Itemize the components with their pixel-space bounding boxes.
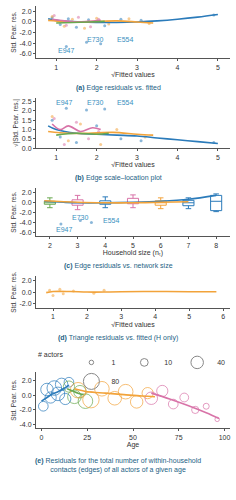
- svg-text:(d) Triangle residuals vs. fit: (d) Triangle residuals vs. fitted (H onl…: [58, 334, 178, 342]
- svg-text:0.0: 0.0: [22, 199, 32, 206]
- svg-text:5: 5: [131, 242, 135, 249]
- svg-text:3: 3: [76, 242, 80, 249]
- svg-text:Std. Pear. res.: Std. Pear. res.: [10, 11, 17, 52]
- svg-text:1: 1: [54, 154, 58, 161]
- svg-text:E554: E554: [117, 99, 133, 106]
- svg-text:7: 7: [186, 242, 190, 249]
- svg-text:4: 4: [176, 154, 180, 161]
- svg-text:4: 4: [103, 242, 107, 249]
- svg-text:75: 75: [175, 434, 183, 441]
- svg-text:25: 25: [83, 434, 91, 441]
- svg-text:8: 8: [214, 242, 218, 249]
- svg-text:-4.0: -4.0: [20, 219, 32, 226]
- svg-text:(b) Edge scale–location plot: (b) Edge scale–location plot: [75, 174, 162, 182]
- svg-text:Std. Pear. res.: Std. Pear. res.: [10, 379, 17, 420]
- svg-text:E730: E730: [72, 214, 88, 221]
- svg-text:4: 4: [176, 64, 180, 71]
- svg-text:-6.0: -6.0: [20, 229, 32, 236]
- svg-text:E730: E730: [87, 99, 103, 106]
- svg-text:2: 2: [48, 242, 52, 249]
- svg-text:-6.0: -6.0: [20, 50, 32, 57]
- svg-text:100: 100: [219, 434, 231, 441]
- svg-text:3: 3: [119, 313, 123, 320]
- svg-text:E947: E947: [58, 47, 74, 54]
- svg-text:2: 2: [85, 313, 89, 320]
- svg-text:2.0: 2.0: [22, 8, 32, 15]
- svg-text:2: 2: [95, 64, 99, 71]
- svg-text:5: 5: [187, 313, 191, 320]
- svg-text:Household size (nₜ): Household size (nₜ): [103, 249, 163, 257]
- svg-text:Std. Pear. res.: Std. Pear. res.: [10, 191, 17, 232]
- svg-text:E947: E947: [56, 226, 72, 233]
- svg-text:Std. Pear. res.: Std. Pear. res.: [10, 271, 17, 312]
- svg-text:5: 5: [216, 64, 220, 71]
- svg-text:√Fitted values: √Fitted values: [111, 161, 155, 168]
- svg-text:(e) Residuals for the total nu: (e) Residuals for the total number of wi…: [35, 457, 201, 474]
- svg-text:√Fitted values: √Fitted values: [111, 321, 155, 328]
- svg-text:Age: Age: [127, 441, 140, 449]
- svg-text:6: 6: [221, 313, 225, 320]
- svg-text:1: 1: [111, 359, 115, 366]
- svg-text:(c) Edge residuals vs. network: (c) Edge residuals vs. network size: [64, 262, 173, 270]
- svg-text:0.0: 0.0: [22, 392, 32, 399]
- svg-text:2.0: 2.0: [22, 189, 32, 196]
- svg-text:-2.0: -2.0: [20, 300, 32, 307]
- svg-text:80: 80: [111, 378, 119, 385]
- svg-text:0.0: 0.0: [22, 18, 32, 25]
- svg-text:6: 6: [159, 242, 163, 249]
- svg-text:-2.0: -2.0: [20, 209, 32, 216]
- svg-text:3: 3: [135, 154, 139, 161]
- svg-text:-4.0: -4.0: [20, 40, 32, 47]
- svg-text:0.0: 0.0: [22, 145, 32, 152]
- svg-text:50: 50: [129, 434, 137, 441]
- svg-text:0: 0: [40, 434, 44, 441]
- svg-text:1.0: 1.0: [22, 126, 32, 133]
- svg-text:4: 4: [153, 313, 157, 320]
- svg-text:3: 3: [135, 64, 139, 71]
- svg-text:(a) Edge residuals vs. fitted: (a) Edge residuals vs. fitted: [76, 84, 161, 92]
- svg-text:√Fitted values: √Fitted values: [111, 71, 155, 78]
- svg-text:E554: E554: [117, 36, 133, 43]
- svg-text:40: 40: [217, 359, 225, 366]
- svg-text:2: 2: [95, 154, 99, 161]
- svg-text:E947: E947: [56, 99, 72, 106]
- svg-text:2.0: 2.0: [22, 277, 32, 284]
- svg-text:2.5: 2.5: [22, 98, 32, 105]
- svg-text:2.0: 2.0: [22, 107, 32, 114]
- svg-text:2.0: 2.0: [22, 377, 32, 384]
- svg-text:0.5: 0.5: [22, 135, 32, 142]
- svg-text:1: 1: [54, 64, 58, 71]
- svg-text:-4.0: -4.0: [20, 421, 32, 428]
- svg-text:√|Std. Pear. res.|: √|Std. Pear. res.|: [12, 99, 20, 147]
- svg-text:E554: E554: [103, 217, 119, 224]
- svg-text:5: 5: [216, 154, 220, 161]
- svg-text:1: 1: [51, 313, 55, 320]
- svg-text:10: 10: [164, 359, 172, 366]
- svg-text:-2.0: -2.0: [20, 406, 32, 413]
- svg-text:0.0: 0.0: [22, 289, 32, 296]
- svg-text:1.5: 1.5: [22, 117, 32, 124]
- svg-text:# actors: # actors: [38, 351, 63, 358]
- svg-text:E730: E730: [87, 36, 103, 43]
- svg-text:-2.0: -2.0: [20, 29, 32, 36]
